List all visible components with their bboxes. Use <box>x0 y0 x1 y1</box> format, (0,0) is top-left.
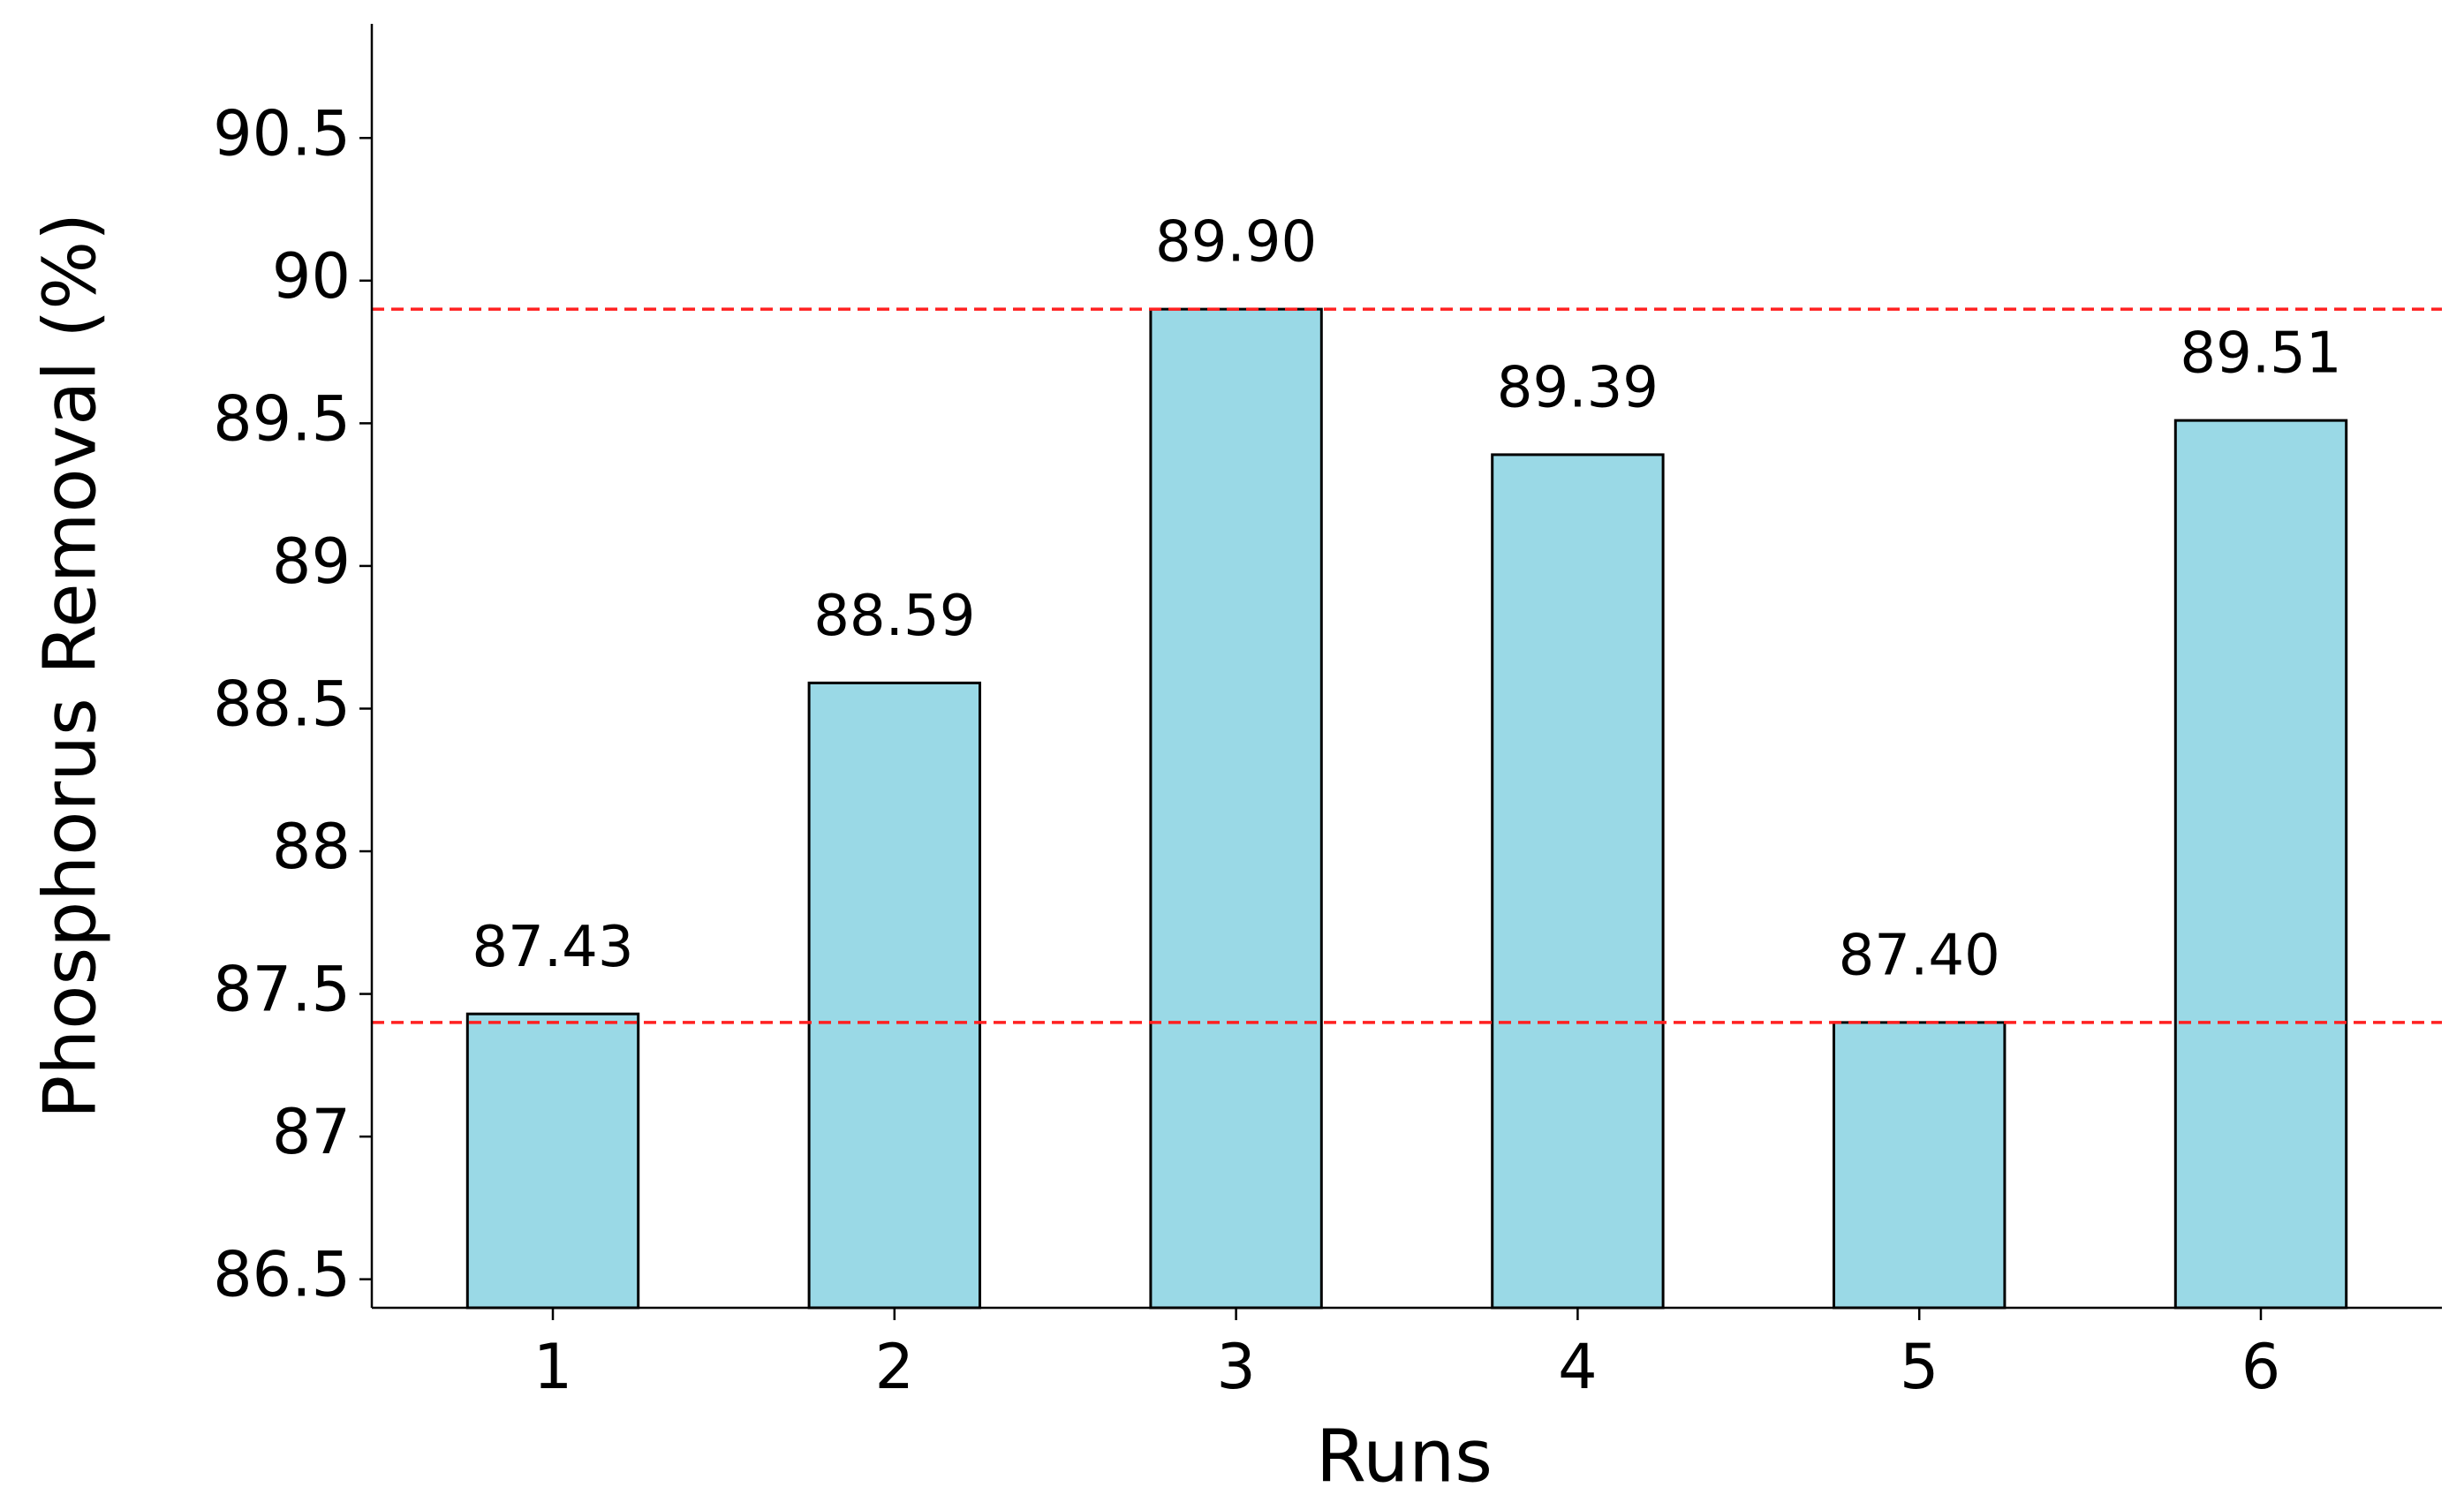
x-tick-label: 1 <box>533 1331 573 1403</box>
x-tick-label: 6 <box>2241 1331 2281 1403</box>
bar <box>1149 307 1323 1310</box>
x-axis-title: Runs <box>1316 1415 1493 1499</box>
y-tick-label: 89.5 <box>213 382 351 455</box>
y-tick-label: 87.5 <box>213 954 351 1026</box>
x-tick-label: 3 <box>1216 1331 1256 1403</box>
y-tick-label: 87 <box>272 1096 351 1168</box>
bar <box>2173 419 2348 1310</box>
bar <box>807 681 982 1310</box>
value-label: 87.40 <box>1839 923 2000 988</box>
value-label: 89.51 <box>2180 321 2341 387</box>
y-axis-title: Phosphorus Removal (%) <box>28 213 112 1119</box>
x-tick-label: 2 <box>875 1331 915 1403</box>
x-tick-label: 5 <box>1900 1331 1939 1403</box>
y-tick-label: 86.5 <box>213 1239 351 1311</box>
y-tick-label: 88 <box>272 811 351 883</box>
value-label: 87.43 <box>472 915 633 980</box>
y-tick-label: 89 <box>272 525 351 598</box>
value-label: 88.59 <box>813 584 975 649</box>
y-tick-label: 90.5 <box>213 97 351 170</box>
y-tick-label: 90 <box>272 240 351 313</box>
x-tick-label: 4 <box>1558 1331 1598 1403</box>
y-tick-label: 88.5 <box>213 668 351 740</box>
bar <box>1491 453 1665 1310</box>
value-label: 89.90 <box>1155 210 1317 276</box>
bar <box>465 1012 640 1310</box>
value-label: 89.39 <box>1497 355 1659 420</box>
bar <box>1832 1021 2007 1310</box>
